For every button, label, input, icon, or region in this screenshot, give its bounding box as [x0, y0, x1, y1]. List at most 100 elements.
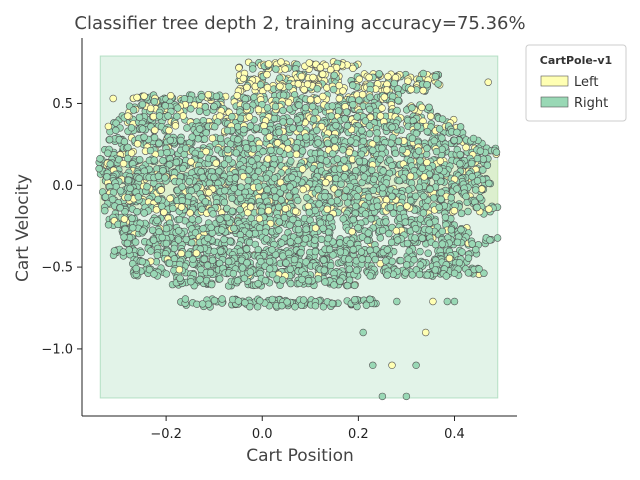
data-point [472, 186, 480, 194]
data-point [313, 126, 321, 135]
data-point [277, 58, 285, 66]
data-point [384, 72, 392, 81]
data-point [398, 146, 407, 154]
data-point [279, 106, 287, 115]
data-point [175, 266, 184, 274]
data-point [234, 277, 242, 285]
data-point [303, 194, 311, 202]
data-point [358, 255, 366, 263]
data-point [322, 178, 330, 187]
data-point [147, 104, 155, 113]
data-point [429, 297, 437, 306]
data-point [178, 183, 186, 191]
data-point [294, 196, 302, 205]
data-point [390, 79, 398, 88]
data-point [240, 125, 248, 134]
data-point [254, 280, 262, 288]
data-point [157, 186, 165, 194]
data-point [316, 63, 325, 72]
data-point [423, 127, 431, 136]
data-point [473, 203, 481, 212]
data-point [410, 256, 418, 264]
data-point [140, 133, 148, 141]
data-point [330, 71, 338, 80]
data-point [101, 207, 109, 215]
data-point [365, 193, 373, 201]
data-point [265, 133, 274, 141]
data-point [189, 255, 197, 263]
plot-area [95, 55, 502, 401]
data-point [304, 277, 313, 285]
data-point [457, 226, 465, 234]
x-tick-label: −0.2 [150, 427, 182, 442]
data-point [132, 238, 140, 246]
data-point [420, 173, 428, 181]
x-axis-label: Cart Position [246, 446, 354, 466]
data-point [155, 112, 164, 120]
data-point [447, 226, 455, 234]
x-ticks: −0.2 0.0 0.2 0.4 [150, 416, 465, 442]
data-point [236, 194, 245, 203]
data-point [392, 227, 401, 235]
data-point [378, 144, 386, 152]
data-point [205, 188, 213, 197]
data-point [116, 187, 125, 195]
data-point [285, 192, 293, 200]
data-point [376, 234, 384, 242]
data-point [405, 186, 413, 194]
data-point [349, 81, 357, 90]
data-point [382, 218, 390, 226]
data-point [321, 192, 329, 201]
data-point [492, 148, 501, 156]
data-point [345, 148, 353, 157]
data-point [311, 247, 320, 256]
data-point [370, 175, 378, 184]
data-point [242, 102, 251, 111]
data-point [342, 186, 350, 194]
data-point [486, 236, 494, 244]
data-point [194, 216, 203, 224]
data-point [196, 275, 204, 284]
data-point [336, 239, 344, 247]
data-point [423, 144, 431, 153]
data-point [95, 165, 103, 173]
data-point [355, 157, 364, 166]
data-point [226, 237, 235, 246]
data-point [288, 173, 296, 182]
data-point [305, 59, 313, 67]
data-point [286, 183, 294, 191]
legend-label-right: Right [574, 96, 608, 111]
data-point [441, 213, 450, 222]
data-point [397, 256, 405, 265]
data-point [287, 157, 295, 165]
data-point [228, 207, 237, 215]
data-point [143, 183, 151, 191]
data-point [359, 165, 368, 173]
data-point [378, 226, 387, 235]
data-point [281, 205, 290, 213]
data-point [401, 218, 409, 226]
data-point [450, 269, 459, 277]
data-point [301, 235, 310, 243]
data-point [418, 164, 426, 173]
data-point [289, 124, 297, 132]
data-point [192, 249, 201, 257]
data-point [209, 210, 217, 218]
data-point [159, 156, 167, 165]
data-point [319, 70, 327, 78]
data-point [228, 112, 236, 121]
data-point [299, 185, 307, 194]
data-point [324, 234, 332, 243]
data-point [391, 149, 400, 158]
data-point [430, 194, 438, 202]
data-point [334, 189, 343, 198]
data-point [279, 91, 288, 99]
data-point [373, 202, 382, 210]
data-point [485, 179, 493, 188]
data-point [438, 240, 446, 248]
data-point [124, 143, 132, 152]
data-point [387, 238, 396, 247]
data-point [493, 234, 502, 242]
data-point [351, 296, 359, 304]
data-point [317, 235, 326, 244]
